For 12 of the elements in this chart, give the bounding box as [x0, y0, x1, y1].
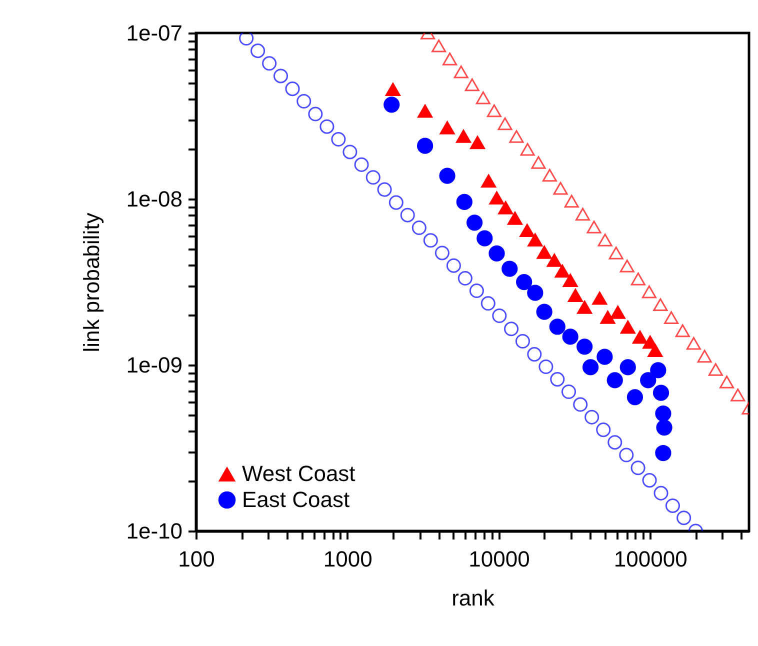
x-tick-label: 100000 — [614, 546, 688, 572]
x-tick-label: 1000 — [323, 546, 372, 572]
x-axis-title: rank — [452, 586, 496, 610]
y-tick-label: 1e-10 — [126, 518, 182, 544]
legend-label: West Coast — [242, 461, 356, 486]
y-tick-label: 1e-07 — [126, 20, 182, 46]
legend-label: East Coast — [242, 487, 350, 512]
y-tick-label: 1e-09 — [126, 352, 182, 378]
x-tick-label: 100 — [178, 546, 215, 572]
y-tick-label: 1e-08 — [126, 186, 182, 212]
y-axis-title: link probability — [79, 212, 104, 352]
x-tick-label: 10000 — [468, 546, 530, 572]
